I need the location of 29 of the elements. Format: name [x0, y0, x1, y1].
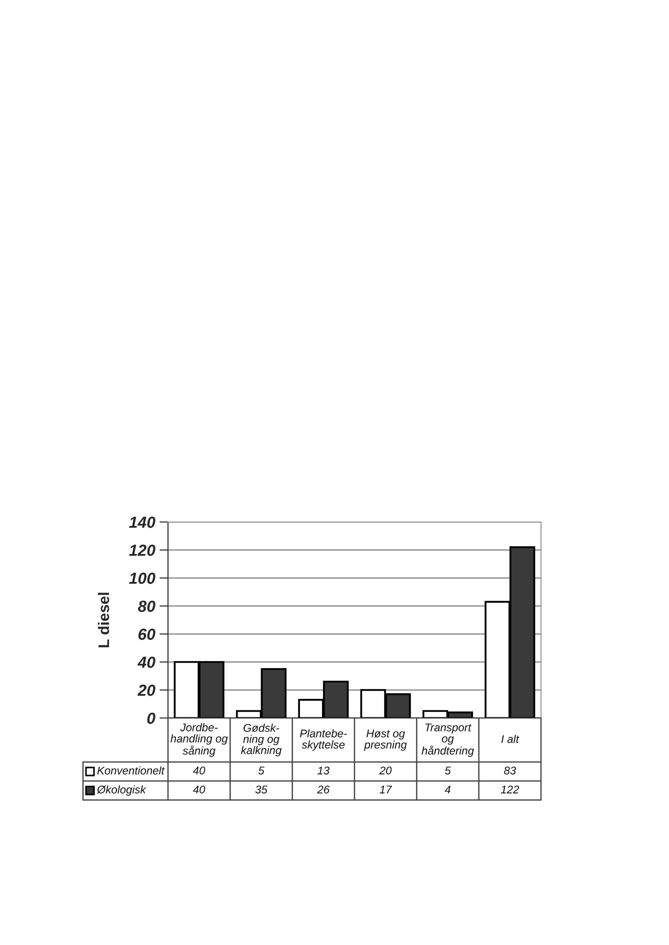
- y-tick-label: 60: [138, 628, 156, 640]
- x-tick-label: Gødsk- ning og kalkning: [241, 724, 282, 756]
- y-tick-label: 40: [137, 656, 156, 668]
- x-tick-label: I alt: [501, 734, 520, 743]
- y-tick-label: 0: [147, 712, 156, 724]
- y-tick-label: 20: [137, 684, 156, 696]
- y-tick-label: 100: [129, 572, 156, 584]
- data-label: 40: [192, 766, 206, 774]
- x-tick-label: Jordbe- handling og såning: [170, 723, 228, 757]
- x-tick-label: Transport og håndtering: [422, 724, 474, 757]
- data-label: 5: [444, 766, 451, 774]
- x-tick-label: Plantebe- skyttelse: [300, 729, 347, 751]
- x-tick-label: Høst og presning: [364, 730, 407, 751]
- data-label: 40: [192, 786, 206, 794]
- data-label: 5: [258, 766, 264, 774]
- data-label: 20: [379, 766, 392, 774]
- y-tick-label: 140: [129, 516, 156, 528]
- data-label: 35: [255, 786, 268, 794]
- data-label: 17: [380, 786, 392, 794]
- y-tick-label: 120: [129, 544, 156, 556]
- data-label: 13: [318, 766, 330, 774]
- data-label: 4: [444, 786, 450, 794]
- y-tick-label: 80: [138, 600, 156, 612]
- data-label: 83: [504, 766, 516, 774]
- data-label: 122: [500, 786, 520, 794]
- data-label: 26: [317, 786, 330, 794]
- y-axis-title: L diesel: [98, 592, 110, 648]
- legend-label: Økologisk: [96, 785, 146, 796]
- legend-label: Konventionelt: [97, 766, 165, 774]
